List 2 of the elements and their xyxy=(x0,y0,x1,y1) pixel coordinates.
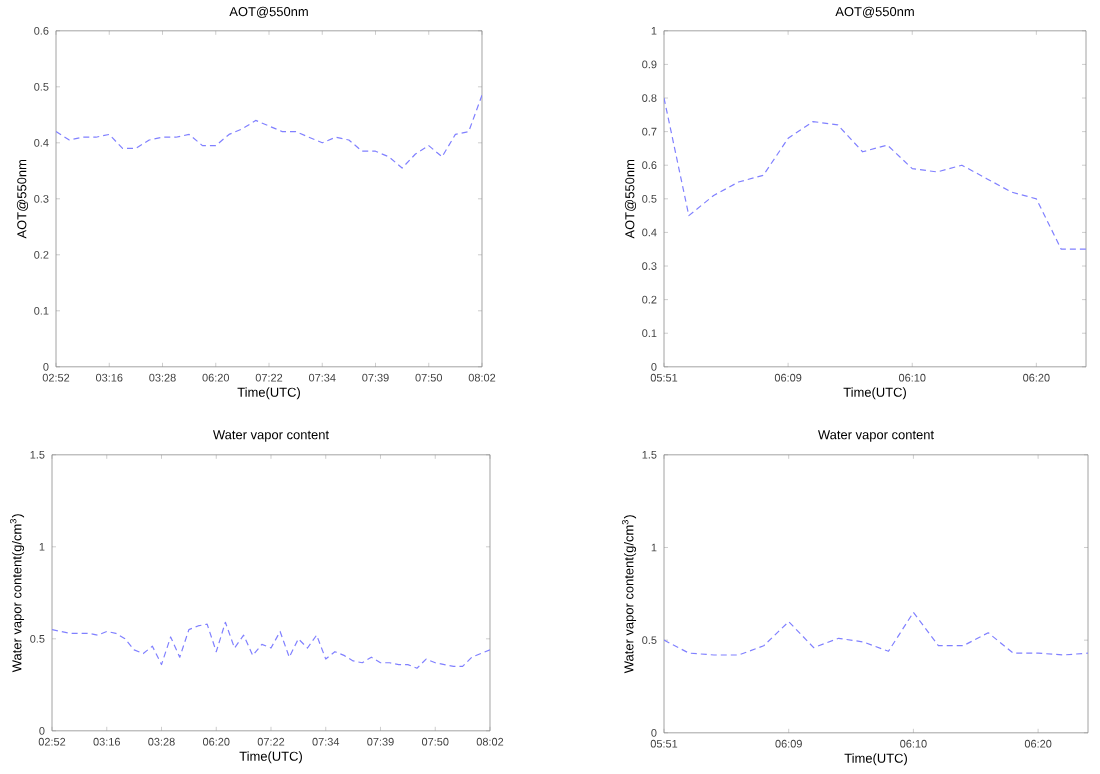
line-series xyxy=(664,611,1088,656)
line-series xyxy=(664,97,1086,250)
